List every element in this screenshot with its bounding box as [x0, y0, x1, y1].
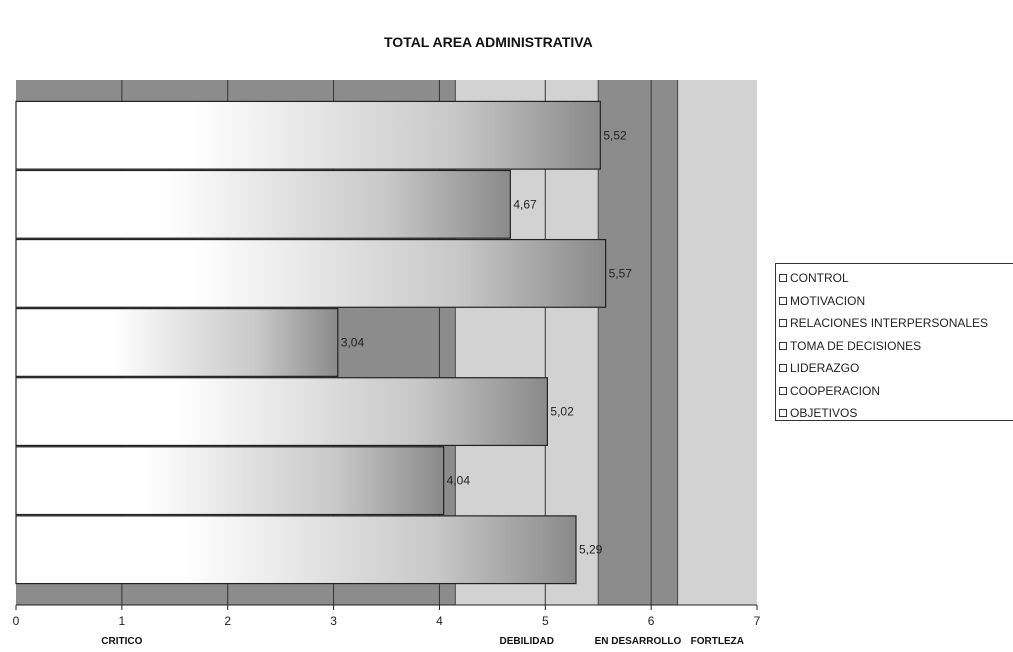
x-tick-label: 6: [648, 614, 655, 628]
legend-label: LIDERAZGO: [790, 361, 860, 376]
data-label: 5,57: [609, 266, 633, 280]
legend-item: MOTIVACION: [779, 290, 1013, 313]
x-tick-label: 7: [754, 614, 761, 628]
band-label: DEBILIDAD: [500, 636, 554, 647]
data-label: 5,52: [603, 128, 627, 142]
legend-swatch: [779, 274, 787, 283]
data-label: 5,02: [550, 405, 574, 419]
bar-motivacion: [15, 169, 511, 239]
legend-swatch: [779, 296, 787, 305]
band-label: FORTLEZA: [691, 636, 744, 647]
x-axis: 0 1 2 3 4 5 6 7 CRITICO DEBILIDAD EN DESARROLLO FOR…: [13, 604, 761, 647]
chart-title: TOTAL AREA ADMINISTRATIVA: [384, 34, 593, 50]
x-tick-label: 0: [13, 614, 20, 628]
legend-item: OBJETIVOS: [779, 402, 1013, 421]
data-label: 4,67: [513, 197, 537, 211]
legend: CONTROL MOTIVACION RELACIONES INTERPERSONA…: [775, 263, 1013, 421]
legend-label: COOPERACION: [790, 383, 881, 398]
band-label: CRITICO: [101, 636, 142, 647]
legend-item: CONTROL: [779, 267, 1013, 290]
band-3: [598, 80, 678, 605]
bar-objetivos: [15, 515, 577, 585]
legend-swatch: [779, 319, 787, 328]
bar-relaciones-interpersonales: [15, 238, 607, 308]
legend-swatch: [779, 341, 787, 350]
legend-item: RELACIONES INTERPERSONALES: [779, 312, 1013, 335]
legend-label: RELACIONES INTERPERSONALES: [790, 316, 989, 331]
legend-item: LIDERAZGO: [779, 357, 1013, 380]
bars-layer: 5,52 4,67 5,57 3,04 5,02 4,04 5,29: [15, 100, 633, 585]
legend-item: COOPERACION: [779, 380, 1013, 403]
data-label: 5,29: [579, 543, 603, 557]
data-label: 3,04: [341, 336, 365, 350]
bar-control: [15, 100, 601, 170]
band-4: [677, 80, 757, 605]
legend-item: TOMA DE DECISIONES: [779, 335, 1013, 358]
x-tick-label: 5: [542, 614, 549, 628]
legend-swatch: [779, 386, 787, 395]
legend-swatch: [779, 409, 787, 418]
data-label: 4,04: [447, 474, 471, 488]
x-tick-label: 1: [119, 614, 126, 628]
legend-label: TOMA DE DECISIONES: [790, 338, 922, 353]
x-tick-label: 3: [330, 614, 337, 628]
bar-liderazgo: [15, 377, 549, 447]
legend-label: CONTROL: [790, 271, 849, 286]
legend-label: OBJETIVOS: [790, 406, 858, 421]
legend-label: MOTIVACION: [790, 293, 866, 308]
x-tick-label: 2: [224, 614, 231, 628]
bar-toma-de-decisiones: [15, 308, 339, 377]
band-label: EN DESARROLLO: [595, 636, 682, 647]
legend-swatch: [779, 364, 787, 373]
x-tick-label: 4: [436, 614, 443, 628]
bar-cooperacion: [15, 446, 445, 516]
